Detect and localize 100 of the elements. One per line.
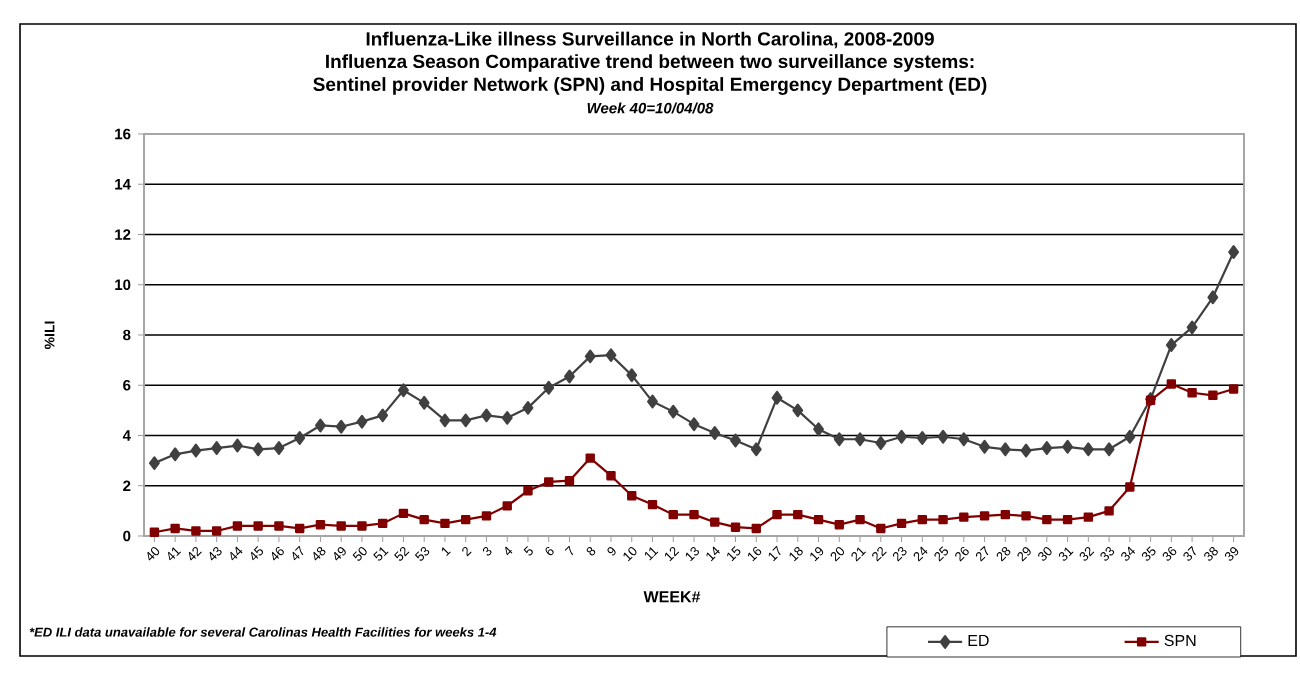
point (377, 518, 388, 529)
point (751, 523, 761, 534)
point (689, 509, 699, 520)
point (1228, 384, 1239, 394)
point (439, 413, 451, 428)
point (959, 512, 969, 522)
point (730, 433, 741, 448)
point (1000, 509, 1011, 520)
point (1104, 506, 1114, 516)
point (792, 403, 804, 418)
point (336, 521, 346, 531)
point (979, 511, 990, 521)
point (314, 418, 326, 433)
point (876, 523, 886, 534)
point (294, 431, 306, 445)
point (1186, 320, 1198, 335)
point (710, 517, 720, 527)
point (605, 348, 617, 362)
point (418, 395, 430, 410)
point (1062, 439, 1074, 454)
point (419, 514, 429, 525)
point (169, 447, 181, 462)
point (937, 429, 949, 444)
point (1062, 514, 1073, 525)
point (335, 419, 347, 434)
chart-title: Influenza-Like illness Surveillance in North Carolina, 2008-2009 (366, 31, 934, 49)
point (252, 442, 264, 457)
point (606, 470, 616, 481)
point (917, 514, 927, 525)
point (315, 519, 326, 530)
text: Sentinel provider Network (SPN) and Hospital Emergency Department (ED) (313, 77, 987, 95)
point (501, 411, 513, 425)
point (916, 431, 928, 445)
point (1165, 338, 1177, 352)
point (1020, 443, 1032, 458)
point (481, 408, 492, 423)
point (1041, 441, 1053, 455)
point (1207, 290, 1219, 305)
point (896, 429, 907, 444)
legend-label: ED (968, 634, 989, 646)
point (253, 521, 263, 531)
point (958, 432, 970, 447)
point (440, 518, 450, 529)
point (190, 443, 202, 458)
point (232, 521, 243, 531)
point (564, 369, 575, 384)
point (999, 442, 1011, 457)
point (149, 527, 160, 537)
point (647, 394, 658, 409)
point (688, 417, 700, 432)
point (211, 441, 223, 455)
point (502, 501, 512, 511)
point (148, 456, 160, 471)
legend-label: SPN (1164, 634, 1196, 647)
point (793, 509, 803, 520)
point (522, 400, 534, 415)
point (398, 508, 409, 519)
point (1187, 388, 1197, 398)
point (274, 521, 284, 531)
point (523, 486, 533, 496)
point (668, 509, 678, 520)
point (1042, 514, 1052, 525)
point (1125, 482, 1135, 492)
point (1021, 511, 1031, 521)
point (357, 521, 367, 531)
point (398, 383, 409, 398)
point (1228, 245, 1240, 259)
point (461, 514, 471, 525)
point (377, 408, 389, 423)
point (938, 514, 948, 525)
point (1082, 442, 1094, 457)
point (813, 514, 824, 525)
point (667, 404, 679, 419)
point (543, 380, 555, 395)
chart-subtitle: Influenza Season Comparative trend between two surveillance systems: (326, 54, 974, 72)
point (170, 523, 180, 534)
point (730, 522, 741, 532)
x-axis-title: WEEK# (643, 591, 701, 603)
point (896, 518, 907, 529)
point (356, 414, 368, 429)
point (1083, 512, 1094, 522)
point (709, 426, 721, 440)
point (211, 526, 222, 536)
point (833, 432, 845, 447)
point (750, 442, 762, 457)
point (1124, 429, 1136, 444)
point (979, 439, 991, 454)
point (627, 491, 637, 501)
point (771, 390, 783, 405)
point (813, 422, 824, 437)
point (855, 514, 865, 525)
point (231, 438, 243, 453)
point (772, 509, 782, 520)
point (294, 523, 305, 534)
point (834, 519, 844, 530)
point (1103, 442, 1115, 457)
point (854, 432, 866, 447)
point (564, 476, 575, 486)
point (626, 368, 638, 383)
point (460, 413, 472, 428)
